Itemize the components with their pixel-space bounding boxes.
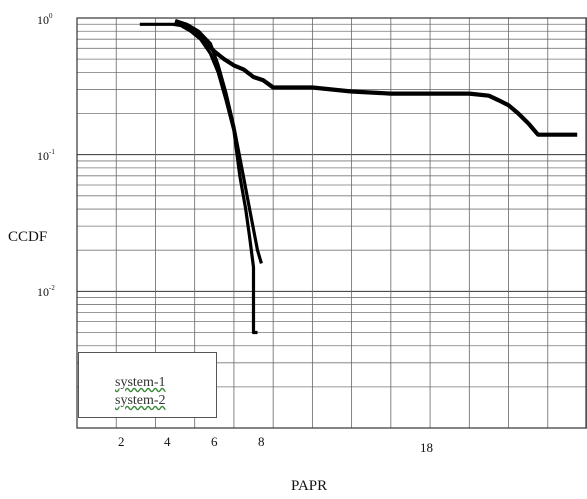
x-axis-label: PAPR <box>291 478 328 494</box>
y-tick-label: 10-2 <box>37 284 55 299</box>
chart-curves <box>139 19 578 335</box>
plot-frame <box>76 17 587 429</box>
y-tick-label: 10-1 <box>37 148 55 163</box>
series-line-system-1 <box>139 22 258 335</box>
chart-grid <box>76 17 587 429</box>
x-tick-label: 8 <box>258 434 265 449</box>
legend-item-system-2: system-2 <box>115 393 166 408</box>
x-tick-label: 18 <box>420 440 433 455</box>
x-tick-label: 6 <box>211 434 218 449</box>
legend-item-system-1: system-1 <box>115 375 166 390</box>
legend: system-1 system-2 <box>78 352 217 418</box>
x-tick-label: 4 <box>164 434 171 449</box>
y-tick-label: 100 <box>37 12 53 27</box>
series-line-curve-3 <box>174 19 578 137</box>
y-axis-label: CCDF <box>8 229 48 245</box>
x-tick-label: 2 <box>118 434 125 449</box>
